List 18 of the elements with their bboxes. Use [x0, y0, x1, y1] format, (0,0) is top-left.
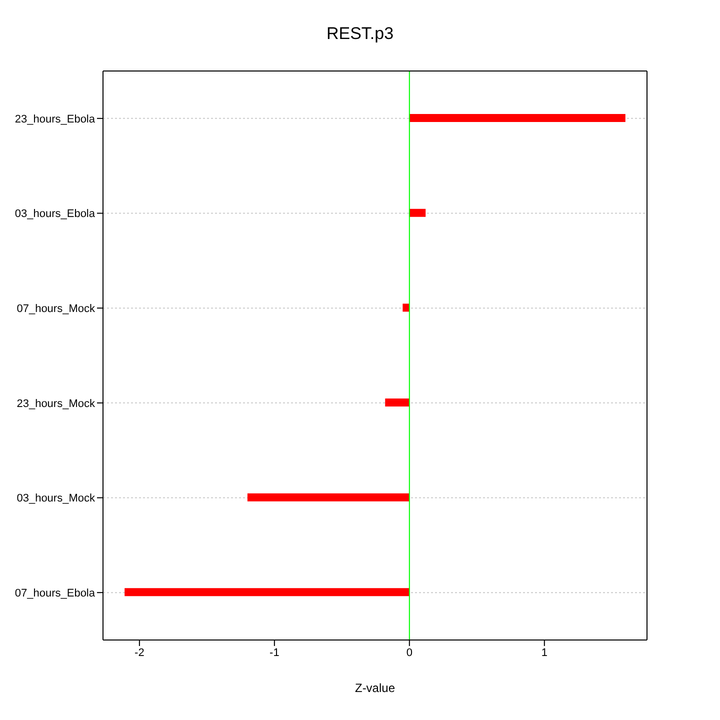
bar — [409, 208, 426, 217]
bar — [124, 588, 410, 596]
x-tick-label: -2 — [134, 646, 144, 659]
bar — [247, 493, 410, 502]
y-tick-label: 07_hours_Ebola — [14, 587, 96, 600]
bar — [402, 304, 410, 312]
x-axis-title: Z-value — [354, 681, 396, 695]
y-tick-label: 23_hours_Ebola — [14, 113, 96, 126]
bar — [385, 398, 410, 406]
x-tick-label: -1 — [270, 646, 280, 659]
y-tick-label: 03_hours_Mock — [16, 492, 96, 505]
chart-title: REST.p3 — [325, 23, 395, 45]
y-tick-label: 23_hours_Mock — [16, 398, 96, 410]
y-tick-label: 03_hours_Ebola — [14, 208, 96, 220]
x-tick-label: 0 — [406, 646, 412, 659]
bar — [409, 114, 626, 122]
y-tick-label: 07_hours_Mock — [16, 302, 96, 315]
x-tick-label: 1 — [541, 646, 548, 659]
